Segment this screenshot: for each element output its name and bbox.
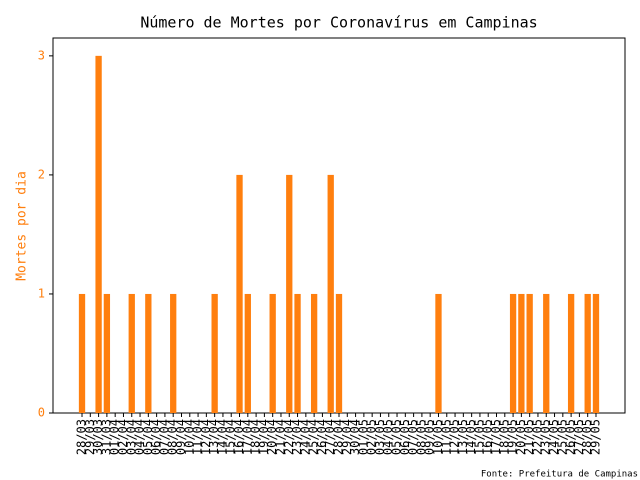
x-tick-label: 03/05: [373, 419, 387, 455]
x-tick-label: 09/04: [174, 419, 188, 455]
x-tick-label: 19/04: [257, 419, 271, 455]
x-tick-label: 14/04: [215, 419, 229, 455]
x-tick-label: 03/04: [124, 419, 138, 455]
x-tick-label: 02/04: [116, 419, 130, 455]
x-tick-label: 26/05: [564, 419, 578, 455]
bar: [244, 293, 251, 413]
x-tick-label: 19/05: [506, 419, 520, 455]
bar: [78, 293, 86, 413]
x-tick-label: 05/04: [141, 419, 155, 455]
x-tick-label: 08/04: [166, 419, 180, 455]
bar: [584, 293, 591, 413]
y-tick-label: 3: [38, 48, 45, 62]
x-tick-label: 28/03: [75, 419, 89, 455]
x-tick-label: 18/04: [249, 419, 263, 455]
x-tick-label: 01/04: [108, 419, 122, 455]
x-tick-label: 11/04: [191, 419, 205, 455]
x-tick-label: 11/05: [439, 419, 453, 455]
x-tick-label: 07/04: [157, 419, 171, 455]
bar: [95, 55, 102, 413]
x-tick-label: 13/05: [456, 419, 470, 455]
x-tick-label: 06/04: [149, 419, 163, 455]
bar: [509, 293, 517, 413]
x-tick-label: 15/04: [224, 419, 238, 455]
x-tick-label: 20/05: [514, 419, 528, 455]
x-tick-label: 23/05: [539, 419, 553, 455]
x-tick-label: 04/05: [381, 419, 395, 455]
x-tick-label: 05/05: [390, 419, 404, 455]
bar: [543, 293, 550, 413]
bar: [592, 293, 600, 413]
bar: [327, 174, 334, 413]
x-tick-label: 27/04: [323, 419, 337, 455]
x-tick-label: 12/04: [199, 419, 213, 455]
x-tick-label: 26/04: [315, 419, 329, 455]
x-tick-label: 09/05: [423, 419, 437, 455]
x-tick-label: 20/04: [265, 419, 279, 455]
source-note: Fonte: Prefeitura de Campinas: [481, 470, 638, 480]
x-tick-label: 30/03: [91, 419, 105, 455]
bar: [526, 293, 533, 413]
x-tick-label: 24/04: [298, 419, 312, 455]
x-tick-label: 28/04: [332, 419, 346, 455]
bar: [335, 293, 343, 413]
x-tick-label: 01/05: [356, 419, 370, 455]
x-tick-label: 15/05: [472, 419, 486, 455]
x-tick-label: 18/05: [497, 419, 511, 455]
x-tick-label: 12/05: [448, 419, 462, 455]
x-tick-label: 10/04: [182, 419, 196, 455]
x-tick-label: 10/05: [431, 419, 445, 455]
x-tick-label: 16/04: [232, 419, 246, 455]
x-tick-label: 14/05: [464, 419, 478, 455]
x-tick-label: 08/05: [414, 419, 428, 455]
x-tick-label: 16/05: [481, 419, 495, 455]
x-tick-label: 29/03: [83, 419, 97, 455]
x-tick-label: 17/04: [240, 419, 254, 455]
y-tick-label: 1: [38, 286, 45, 300]
x-tick-label: 22/05: [530, 419, 544, 455]
x-tick-label: 21/04: [273, 419, 287, 455]
y-axis-label: Mortes por dia: [15, 171, 30, 281]
bar: [170, 293, 177, 413]
bar: [310, 293, 318, 413]
bar: [211, 293, 218, 413]
y-tick-label: 2: [38, 167, 45, 181]
x-tick-label: 13/04: [207, 419, 221, 455]
x-tick-label: 07/05: [406, 419, 420, 455]
bar: [103, 293, 111, 413]
bar: [269, 293, 276, 413]
bar: [128, 293, 135, 413]
x-tick-label: 22/04: [282, 419, 296, 455]
x-tick-label: 24/05: [547, 419, 561, 455]
bar: [294, 293, 301, 413]
bar: [236, 174, 243, 413]
x-tick-label: 29/04: [340, 419, 354, 455]
y-tick-label: 0: [38, 406, 45, 420]
bar: [518, 293, 525, 413]
x-tick-label: 27/05: [572, 419, 586, 455]
chart-title: Número de Mortes por Coronavírus em Camp…: [140, 14, 537, 32]
x-tick-label: 30/04: [348, 419, 362, 455]
x-tick-label: 04/04: [133, 419, 147, 455]
x-tick-label: 23/04: [290, 419, 304, 455]
x-tick-label: 06/05: [398, 419, 412, 455]
bar: [435, 293, 442, 413]
x-tick-label: 02/05: [365, 419, 379, 455]
x-tick-label: 28/05: [580, 419, 594, 455]
x-tick-label: 21/05: [522, 419, 536, 455]
bar: [286, 174, 293, 413]
x-tick-label: 25/05: [555, 419, 569, 455]
bar: [145, 293, 152, 413]
bar: [567, 293, 575, 413]
x-tick-label: 31/03: [99, 419, 113, 455]
x-tick-label: 17/05: [489, 419, 503, 455]
x-tick-label: 25/04: [307, 419, 321, 455]
x-tick-label: 29/05: [588, 419, 602, 455]
